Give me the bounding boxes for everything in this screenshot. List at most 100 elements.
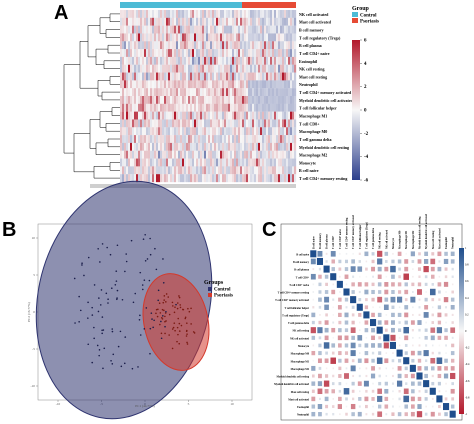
pca-y-tick-label: 0 bbox=[33, 310, 35, 314]
heatmap-a-cell bbox=[260, 88, 263, 97]
heatmap-a-cell bbox=[262, 150, 265, 159]
heatmap-a-cell bbox=[256, 64, 259, 73]
corr-cell bbox=[357, 266, 363, 272]
heatmap-a-cell bbox=[252, 127, 255, 136]
heatmap-a-cell bbox=[282, 174, 285, 183]
heatmap-a-cell bbox=[206, 166, 209, 175]
heatmap-a-cell bbox=[120, 135, 123, 144]
corr-cell bbox=[411, 282, 415, 287]
heatmap-a-cell bbox=[202, 142, 205, 151]
heatmap-a-bottom-strip bbox=[90, 184, 296, 188]
heatmap-a-cell bbox=[226, 174, 229, 183]
heatmap-a-cell bbox=[268, 127, 271, 136]
heatmap-a-cell bbox=[278, 103, 281, 112]
heatmap-a-cell bbox=[120, 80, 123, 89]
heatmap-a-cell bbox=[190, 88, 193, 97]
heatmap-a-cell bbox=[186, 158, 189, 167]
heatmap-a-cell bbox=[152, 33, 155, 42]
heatmap-a-cell bbox=[234, 64, 237, 73]
heatmap-a-cell bbox=[170, 17, 173, 26]
corr-cell bbox=[451, 336, 454, 339]
corr-cell bbox=[377, 250, 383, 257]
heatmap-a-cell bbox=[202, 150, 205, 159]
heatmap-a-cell bbox=[292, 103, 295, 112]
corr-cell bbox=[364, 328, 369, 333]
corr-cell bbox=[344, 335, 349, 341]
heatmap-a-cell bbox=[268, 96, 271, 104]
heatmap-a-cell bbox=[138, 41, 141, 50]
heatmap-a-cell bbox=[210, 96, 213, 104]
heatmap-a-cell bbox=[280, 158, 283, 167]
heatmap-a-cell bbox=[272, 88, 275, 97]
pca-point-control bbox=[87, 256, 90, 259]
heatmap-a-row-label: Mast cell resting bbox=[299, 74, 327, 79]
corr-cell bbox=[411, 404, 415, 409]
heatmap-a-cell bbox=[128, 158, 131, 167]
heatmap-a-cell bbox=[202, 10, 205, 18]
heatmap-a-cell bbox=[290, 88, 293, 97]
heatmap-a-cell bbox=[256, 25, 259, 34]
corr-cell bbox=[325, 252, 328, 255]
heatmap-a-cell bbox=[262, 103, 265, 112]
heatmap-a-cell bbox=[252, 64, 255, 73]
corr-cell bbox=[365, 298, 368, 302]
heatmap-a-cell bbox=[176, 158, 179, 167]
heatmap-a-cell bbox=[126, 150, 129, 159]
heatmap-a-cell bbox=[254, 33, 257, 42]
pca-point-control bbox=[81, 264, 83, 266]
heatmap-a-cell bbox=[134, 10, 137, 18]
corr-cell bbox=[418, 306, 421, 309]
heatmap-a-cell bbox=[224, 135, 227, 144]
heatmap-a-cell bbox=[176, 72, 179, 81]
corr-cell bbox=[383, 334, 390, 342]
heatmap-a-cell bbox=[170, 119, 173, 128]
heatmap-a-cell bbox=[220, 127, 223, 136]
pca-point-psoriasis bbox=[161, 318, 164, 320]
heatmap-a-cell bbox=[242, 56, 245, 65]
corr-cell bbox=[351, 320, 355, 325]
heatmap-a-cell bbox=[262, 135, 265, 144]
heatmap-a-cell bbox=[134, 33, 137, 42]
heatmap-a-cell bbox=[124, 150, 127, 159]
heatmap-a-cell bbox=[170, 158, 173, 167]
heatmap-a-cell bbox=[244, 56, 247, 65]
heatmap-a-cell bbox=[290, 33, 293, 42]
heatmap-a-cell bbox=[252, 72, 255, 81]
heatmap-a-cell bbox=[178, 103, 181, 112]
heatmap-a-colorbar bbox=[352, 40, 360, 180]
heatmap-a-cell bbox=[242, 174, 245, 183]
heatmap-a-cell bbox=[162, 49, 165, 58]
heatmap-a-cell bbox=[288, 64, 291, 73]
heatmap-a-cell bbox=[216, 64, 219, 73]
corr-cell bbox=[417, 366, 422, 371]
pca-point-control bbox=[100, 289, 103, 291]
heatmap-a-cell bbox=[224, 127, 227, 136]
heatmap-a-cell bbox=[136, 103, 139, 112]
heatmap-a-cell bbox=[232, 64, 235, 73]
heatmap-a-cell bbox=[274, 127, 277, 136]
heatmap-a-cell bbox=[166, 10, 169, 18]
heatmap-a-cell bbox=[130, 33, 133, 42]
heatmap-a-cell bbox=[120, 96, 123, 104]
heatmap-a-cell bbox=[222, 174, 225, 183]
corr-cell bbox=[444, 335, 448, 340]
corr-cell bbox=[431, 313, 434, 317]
corr-cell bbox=[351, 412, 355, 417]
heatmap-a-cell bbox=[186, 41, 189, 50]
corr-cell bbox=[324, 389, 329, 394]
heatmap-a-cell bbox=[286, 33, 289, 42]
heatmap-a-cell bbox=[166, 17, 169, 26]
corr-cell bbox=[417, 381, 422, 386]
heatmap-a-cell bbox=[160, 127, 163, 136]
corr-cell bbox=[377, 411, 383, 417]
heatmap-a-cell bbox=[262, 72, 265, 81]
heatmap-a-cell bbox=[190, 158, 193, 167]
heatmap-a-cell bbox=[214, 174, 217, 183]
corr-row-label: B cell memory bbox=[293, 261, 310, 264]
heatmap-a-cell bbox=[266, 10, 269, 18]
heatmap-a-cell bbox=[246, 174, 249, 183]
corr-cell bbox=[323, 265, 330, 273]
heatmap-a-cell bbox=[286, 135, 289, 144]
heatmap-a-cell bbox=[266, 80, 269, 89]
corr-row-label: T cell regulatory (Tregs) bbox=[282, 314, 309, 317]
